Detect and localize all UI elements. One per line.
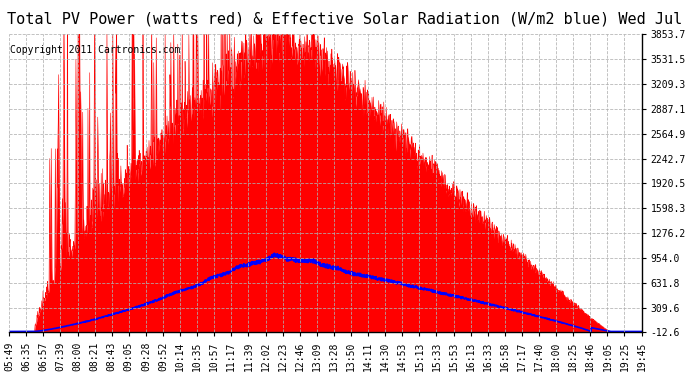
Text: Copyright 2011 Cartronics.com: Copyright 2011 Cartronics.com <box>10 45 181 55</box>
Text: Total PV Power (watts red) & Effective Solar Radiation (W/m2 blue) Wed Jul 13 20: Total PV Power (watts red) & Effective S… <box>7 11 690 26</box>
